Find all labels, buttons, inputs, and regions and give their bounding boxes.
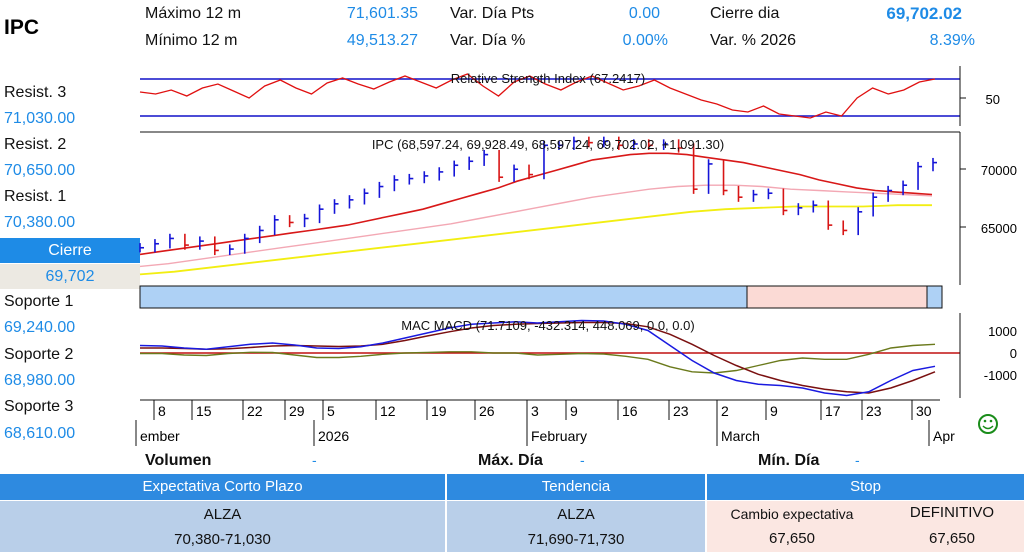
price-title: IPC (68,597.24, 69,928.49, 68,597.24, 69…	[372, 137, 724, 152]
macd-tick-neg1000: -1000	[984, 368, 1017, 383]
band-pink	[746, 285, 928, 309]
month-label: ember	[140, 428, 180, 444]
stop-cambio-value: 67,650	[769, 530, 815, 547]
expectativa-direction: ALZA	[203, 506, 242, 523]
month-label: March	[721, 428, 760, 444]
day-tick-label: 26	[479, 403, 495, 419]
macd-title: MAC MACD (71.7109, -432.314, 448.069, 0.…	[401, 318, 694, 333]
var-dia-pts-value: 0.00	[628, 5, 660, 22]
var-dia-pct-label: Var. Día %	[450, 32, 526, 49]
macd-panel: MAC MACD (71.7109, -432.314, 448.069, 0.…	[139, 313, 1017, 398]
max12-label: Máximo 12 m	[145, 5, 242, 22]
day-tick-label: 22	[247, 403, 263, 419]
soporte2-label: Soporte 2	[4, 346, 74, 363]
volumen-value: -	[312, 452, 317, 468]
day-tick-label: 9	[570, 403, 578, 419]
soporte2-value: 68,980.00	[4, 372, 76, 389]
header-tendencia: Tendencia	[447, 474, 705, 500]
resist2-value: 70,650.00	[4, 162, 76, 179]
day-tick-label: 15	[196, 403, 212, 419]
ma-mid-line	[139, 184, 933, 268]
day-tick-label: 12	[380, 403, 396, 419]
month-label: 2026	[318, 428, 349, 444]
ma-long-line	[139, 204, 932, 276]
day-tick-label: 30	[916, 403, 932, 419]
resist3-label: Resist. 3	[4, 84, 67, 101]
cierre-box: Cierre	[0, 238, 140, 263]
macd-line	[139, 319, 936, 397]
rsi-title: Relative Strength Index (67.2417)	[451, 71, 645, 86]
day-tick-label: 3	[531, 403, 539, 419]
var-2026-label: Var. % 2026	[710, 32, 796, 49]
day-tick-label: 23	[673, 403, 689, 419]
var-dia-pct-value: 0.00%	[622, 32, 668, 49]
stop-cambio-label: Cambio expectativa	[730, 506, 854, 522]
soporte1-label: Soporte 1	[4, 293, 74, 310]
min-dia-value: -	[855, 452, 860, 468]
month-label: Apr	[933, 428, 955, 444]
day-tick-label: 8	[158, 403, 166, 419]
cierre-box-value: 69,702	[0, 264, 140, 289]
header-expectativa: Expectativa Corto Plazo	[0, 474, 445, 500]
price-tick-70000: 70000	[981, 163, 1017, 178]
resist3-value: 71,030.00	[4, 110, 76, 127]
band-blue-end	[926, 285, 943, 309]
min-dia-label: Mín. Día	[758, 452, 820, 469]
chart-svg: Relative Strength Index (67.2417) 50 IPC…	[135, 66, 1017, 446]
tendencia-direction: ALZA	[557, 506, 595, 523]
var-2026-value: 8.39%	[929, 32, 975, 49]
resist1-label: Resist. 1	[4, 188, 67, 205]
day-tick-label: 17	[825, 403, 841, 419]
soporte3-label: Soporte 3	[4, 398, 74, 415]
resist1-value: 70,380.00	[4, 214, 76, 231]
ma-short-line	[139, 152, 933, 256]
max-dia-label: Máx. Día	[478, 452, 543, 469]
day-tick-label: 19	[431, 403, 447, 419]
soporte3-value: 68,610.00	[4, 425, 76, 442]
max12-value: 71,601.35	[346, 5, 418, 22]
macd-histogram-line	[140, 343, 936, 374]
cell-tendencia: ALZA 71,690-71,730	[447, 501, 705, 552]
expectativa-range: 70,380-71,030	[174, 531, 271, 548]
day-tick-label: 29	[289, 403, 305, 419]
min12-label: Mínimo 12 m	[145, 32, 238, 49]
day-tick-label: 2	[721, 403, 729, 419]
price-panel: IPC (68,597.24, 69,928.49, 68,597.24, 69…	[139, 131, 1017, 285]
cierre-dia-value: 69,702.02	[886, 4, 962, 23]
resist2-label: Resist. 2	[4, 136, 67, 153]
trend-band	[139, 285, 943, 309]
cierre-dia-label: Cierre dia	[710, 5, 780, 22]
day-tick-label: 16	[622, 403, 638, 419]
max-dia-value: -	[580, 452, 585, 468]
stop-definitivo-value: 67,650	[929, 530, 975, 547]
instrument-title: IPC	[4, 16, 40, 39]
price-tick-65000: 65000	[981, 221, 1017, 236]
day-tick-label: 5	[327, 403, 335, 419]
rsi-tick-label: 50	[986, 92, 1000, 107]
volumen-label: Volumen	[145, 452, 212, 469]
day-tick-label: 23	[866, 403, 882, 419]
month-label: February	[531, 428, 587, 444]
tendencia-range: 71,690-71,730	[527, 531, 625, 548]
day-tick-label: 9	[770, 403, 778, 419]
stop-definitivo-label: DEFINITIVO	[909, 504, 995, 521]
rsi-line	[139, 73, 936, 119]
rsi-panel: Relative Strength Index (67.2417) 50	[139, 66, 1000, 126]
macd-signal-line	[140, 321, 936, 394]
macd-tick-1000: 1000	[988, 324, 1017, 339]
var-dia-pts-label: Var. Día Pts	[450, 5, 535, 22]
header-stop: Stop	[707, 474, 1024, 500]
macd-tick-0: 0	[1010, 346, 1017, 361]
band-blue	[139, 285, 748, 309]
min12-value: 49,513.27	[346, 32, 418, 49]
smiley-icon	[978, 414, 998, 434]
soporte1-value: 69,240.00	[4, 319, 76, 336]
cell-expectativa: ALZA 70,380-71,030	[0, 501, 445, 552]
cell-stop: Cambio expectativa DEFINITIVO 67,650 67,…	[707, 501, 1024, 552]
